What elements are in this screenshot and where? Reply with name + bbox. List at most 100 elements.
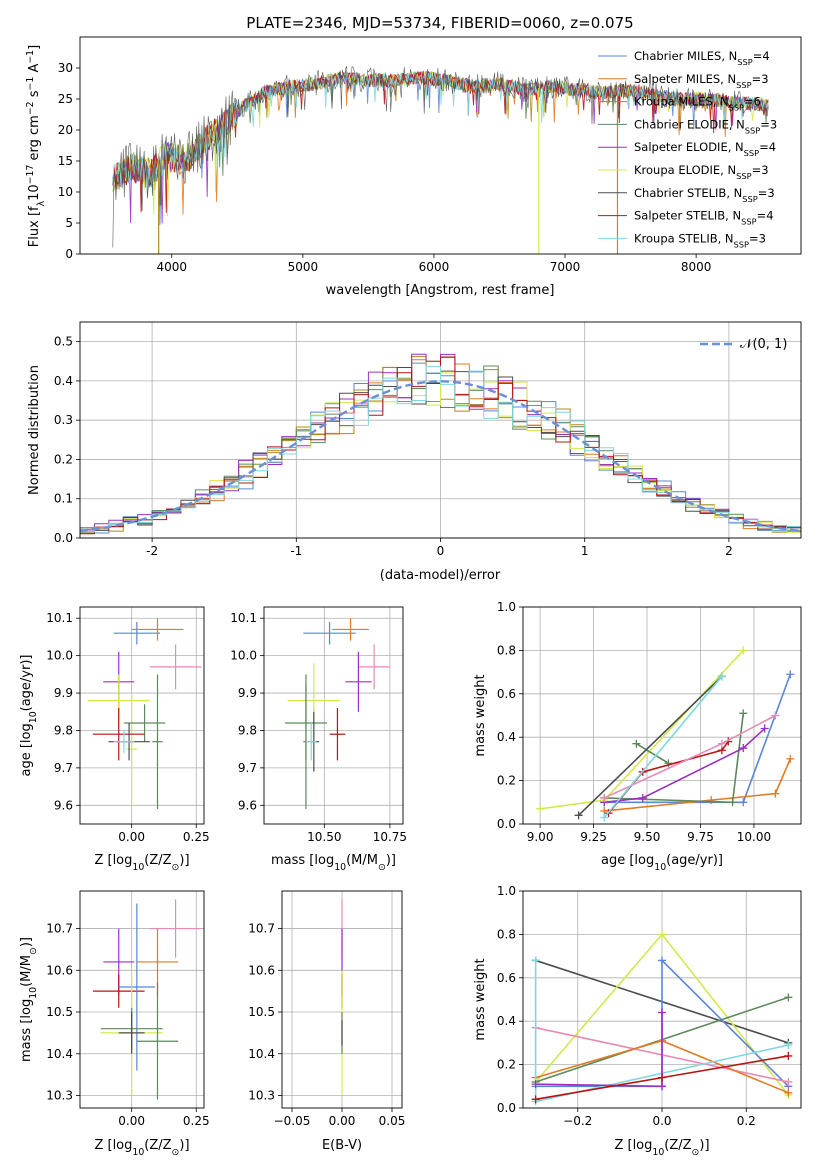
label-part: Salpeter MILES, N <box>634 72 736 86</box>
point-salpeter_miles <box>771 789 780 798</box>
label-part: Z [log <box>614 1138 652 1153</box>
axes-weight_vs_age: 9.00 9.25 9.50 9.75 10.00 0.0 0.2 0.4 0.6 0.8 1.0 a… <box>473 600 802 873</box>
label-part: s <box>27 90 42 101</box>
y-tick-label: 0.2 <box>497 1058 516 1072</box>
x-tick-label: 0.00 <box>118 830 145 844</box>
point-kroupa_stelib <box>600 813 609 822</box>
label-part: Salpeter ELODIE, N <box>634 140 744 154</box>
label-part: Kroupa STELIB, N <box>634 231 734 245</box>
x-tick-label: 4000 <box>156 260 187 274</box>
point-kroupa_elodie <box>658 930 666 939</box>
x-tick-label: 0.00 <box>329 1114 356 1128</box>
point-salpeter_miles <box>784 1088 793 1097</box>
y-tick-label: 9.8 <box>238 723 257 737</box>
point-kroupa_elodie <box>739 646 748 655</box>
label-part: SSP <box>741 217 756 227</box>
line-chabrier_elodie <box>635 743 669 764</box>
x-tick-label: 9.75 <box>687 830 714 844</box>
x-tick-label: 10.50 <box>307 830 341 844</box>
point-kroupa_stelib <box>784 1041 793 1050</box>
point-chabrier_elodie <box>739 709 748 718</box>
x-axis-label: Z [log10(Z/Z⊙)] <box>94 1138 189 1158</box>
y-tick-label: 20 <box>58 123 73 137</box>
point-pink <box>717 739 726 748</box>
y-axis-label: Normed distribution <box>27 365 42 495</box>
label-part: Kroupa ELODIE, N <box>634 163 736 177</box>
point-chabrier_elodie <box>632 739 641 748</box>
x-tick-label: 2 <box>725 544 733 558</box>
point-salpeter_elodie <box>760 724 769 733</box>
x-tick-label: 0.00 <box>118 1114 145 1128</box>
label-part: =3 <box>752 163 769 177</box>
label-part: (M/M <box>346 853 378 868</box>
x-tick-label: −0.05 <box>274 1114 311 1128</box>
y-tick-label: 0.1 <box>54 492 73 506</box>
y-tick-label: 0.8 <box>497 643 516 657</box>
point-kroupa_elodie <box>536 804 545 813</box>
label-part: (age/yr)] <box>19 655 34 712</box>
y-tick-label: 10.6 <box>46 963 73 977</box>
axes-frame <box>79 890 205 1109</box>
x-tick-label: 10.75 <box>373 830 407 844</box>
histograms <box>80 353 801 537</box>
label-part: ⊙ <box>172 1147 180 1158</box>
y-tick-label: 9.8 <box>54 723 73 737</box>
label-part: −1 <box>25 50 36 64</box>
label-part: SSP <box>734 239 749 249</box>
point-chabrier_elodie <box>728 798 737 807</box>
point-salpeter_elodie <box>638 793 647 802</box>
axes-frame <box>522 606 802 825</box>
y-tick-label: 10.7 <box>46 922 73 936</box>
point-salpeter_elodie <box>531 1080 540 1089</box>
point-chabrier_miles <box>739 798 748 807</box>
x-axis-label: E(B-V) <box>322 1138 362 1153</box>
legend-label-chabrier_elodie: Chabrier ELODIE, NSSP=3 <box>634 117 777 135</box>
legend-label-chabrier_stelib: Chabrier STELIB, NSSP=3 <box>634 186 775 204</box>
label-part: Chabrier ELODIE, N <box>634 117 745 131</box>
label-part: Salpeter STELIB, N <box>634 209 741 223</box>
y-tick-label: 0.4 <box>497 1014 516 1028</box>
y-tick-label: 10 <box>58 185 73 199</box>
y-tick-label: 9.7 <box>54 761 73 775</box>
y-tick-label: 0.8 <box>497 927 516 941</box>
point-salpeter_elodie <box>658 1082 666 1091</box>
y-tick-label: 10.4 <box>248 1047 275 1061</box>
line-chabrier_stelib <box>578 675 723 816</box>
line-salpeter_miles <box>604 758 792 812</box>
label-part: =4 <box>757 209 774 223</box>
label-part: SSP <box>745 125 760 135</box>
point-salpeter_elodie <box>658 1008 666 1017</box>
y-axis-label: mass weight <box>473 958 488 1040</box>
label-part: =4 <box>759 140 776 154</box>
y-tick-label: 9.9 <box>54 686 73 700</box>
y-tick-label: 15 <box>58 154 73 168</box>
label-part: 10 <box>132 862 144 873</box>
x-tick-label: 0.25 <box>183 1114 210 1128</box>
y-tick-label: 1.0 <box>497 884 516 898</box>
point-chabrier_elodie <box>664 759 673 768</box>
x-tick-label: 9.00 <box>527 830 554 844</box>
y-tick-label: 9.6 <box>238 798 257 812</box>
legend-label-normal: 𝒩(0, 1) <box>740 337 787 352</box>
label-part: Kroupa MILES, N <box>634 95 729 109</box>
label-part: ⊙ <box>172 862 180 873</box>
label-part: )] <box>386 853 396 868</box>
axes-mass_vs_ebv: −0.05 0.00 0.05 10.3 10.4 10.5 10.6 10.7 E(B-V) <box>248 890 406 1153</box>
x-tick-label: 0.05 <box>379 1114 406 1128</box>
y-axis-label: Flux [fλ10−17 erg cm−2 s−1 A−1] <box>25 45 47 247</box>
y-tick-label: 9.6 <box>54 798 73 812</box>
y-tick-label: 10.6 <box>248 963 275 977</box>
label-part: Chabrier STELIB, N <box>634 186 742 200</box>
normal-curve <box>80 380 801 533</box>
axes-residuals: -2 -1 0 1 2 0.0 0.1 0.2 0.3 0.4 0.5 𝒩(0, 1) (data-mo… <box>27 321 802 583</box>
y-tick-label: 25 <box>58 92 73 106</box>
label-part: A <box>27 64 42 77</box>
y-tick-label: 10.1 <box>230 611 257 625</box>
label-part: 10 <box>654 862 666 873</box>
x-axis-label: mass [log10(M/M⊙)] <box>271 853 396 873</box>
x-tick-label: 7000 <box>550 260 581 274</box>
y-tick-label: 0.3 <box>54 413 73 427</box>
axes-frame <box>263 606 404 825</box>
y-tick-label: 0.5 <box>54 335 73 349</box>
label-part: 10 <box>652 1147 664 1158</box>
